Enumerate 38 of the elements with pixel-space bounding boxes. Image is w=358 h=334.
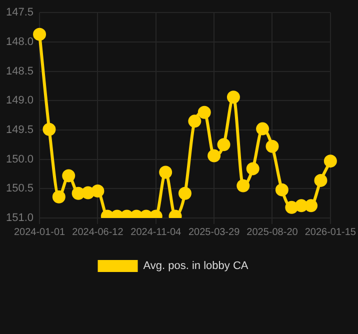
y-tick-label: 147.5 bbox=[6, 6, 34, 19]
point bbox=[42, 122, 56, 136]
x-tick-label: 2024-11-04 bbox=[130, 226, 182, 238]
y-tick-label: 151.0 bbox=[6, 212, 34, 224]
y-tick-label: 148.5 bbox=[6, 65, 34, 78]
point bbox=[226, 90, 240, 104]
point bbox=[304, 199, 318, 212]
point bbox=[285, 200, 298, 214]
point bbox=[178, 186, 192, 200]
x-tick-label: 2026-01-15 bbox=[304, 226, 356, 238]
legend-label: Avg. pos. in lobby CA bbox=[143, 260, 249, 272]
point bbox=[62, 169, 76, 182]
y-tick-label: 150.0 bbox=[6, 153, 34, 166]
x-tick-label: 2025-08-20 bbox=[246, 226, 298, 238]
point bbox=[72, 186, 85, 200]
x-tick-label: 2024-01-01 bbox=[14, 226, 66, 238]
y-tick-label: 149.0 bbox=[6, 94, 34, 107]
point bbox=[236, 179, 250, 192]
y-tick-label: 150.5 bbox=[6, 182, 34, 195]
y-tick-label: 149.5 bbox=[6, 124, 34, 136]
point bbox=[208, 149, 221, 162]
point bbox=[188, 114, 202, 128]
x-tick-label: 2024-06-12 bbox=[72, 226, 124, 238]
point bbox=[314, 174, 328, 187]
point bbox=[198, 106, 211, 119]
point bbox=[246, 162, 260, 176]
point bbox=[324, 154, 337, 168]
point bbox=[33, 28, 46, 41]
point bbox=[275, 183, 288, 196]
point bbox=[266, 140, 279, 153]
point bbox=[159, 166, 172, 179]
point bbox=[256, 122, 270, 136]
x-tick-label: 2025-03-29 bbox=[188, 226, 240, 238]
point bbox=[91, 184, 104, 198]
point bbox=[217, 138, 230, 152]
point bbox=[82, 186, 95, 200]
point bbox=[52, 190, 66, 204]
y-tick-label: 148.0 bbox=[6, 36, 34, 48]
